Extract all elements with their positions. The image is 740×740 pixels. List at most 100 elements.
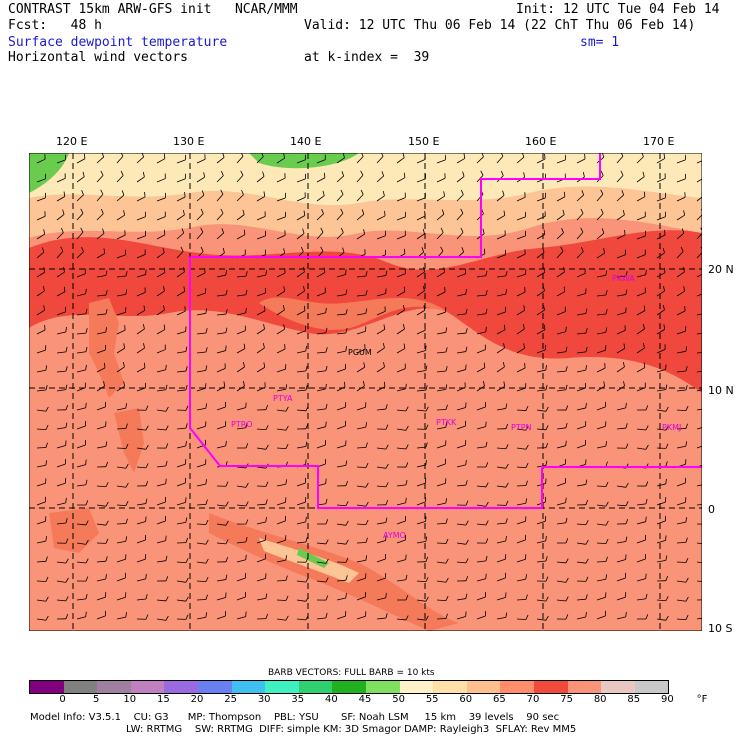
wind-barb-flag [465,308,468,314]
wind-barb [76,561,86,564]
wind-barb [76,369,86,373]
wind-barb [556,445,566,449]
wind-barb [96,578,106,582]
color-bar-label: 15 [157,694,170,705]
wind-barb [476,596,486,601]
wind-barb-flag [125,536,128,542]
wind-barb [676,196,686,202]
wind-barb [196,425,206,430]
wind-barb-flag [225,574,228,580]
wind-barb [196,407,206,411]
wind-barb [676,251,684,259]
wind-barb [576,251,584,259]
wind-barb [636,176,645,183]
wind-barb-flag [643,324,645,330]
wind-barb [56,291,66,297]
wind-barb-flag [625,402,627,408]
wind-barb-flag [205,499,208,505]
wind-barb-flag [403,305,405,311]
wind-barb-flag [403,248,406,254]
wind-barb [636,367,646,373]
wind-barb [396,348,406,354]
station-ptkk: PTKK [436,418,457,427]
wind-barb-flag [445,384,448,390]
wind-barb [676,561,687,563]
wind-barb [616,616,626,620]
wind-barb-flag [405,574,408,580]
wind-barb-flag [85,328,88,334]
wind-barb-flag [445,577,449,583]
wind-barb-flag [165,555,168,561]
wind-barb [356,559,366,563]
wind-barb [636,447,646,450]
wind-barb-flag [261,153,264,157]
wind-barb [656,599,667,602]
wind-barb [596,542,607,545]
wind-barb [516,428,526,431]
wind-barb [96,193,104,202]
wind-barb-flag [165,425,169,431]
wind-barb-flag [283,248,286,254]
field-title-dewpoint: Surface dewpoint temperature [8,35,228,50]
wind-barb-flag [222,247,225,253]
wind-barb-flag [325,383,327,389]
wind-barb-flag [163,229,166,235]
wind-barb [256,216,266,221]
color-bar-label: 55 [425,694,439,705]
wind-barb-flag [625,289,628,295]
color-bar-label: 90 [661,694,674,705]
wind-barb [416,370,426,373]
wind-barb [436,311,446,316]
wind-barb-flag [643,191,646,197]
wind-barb-flag [645,425,649,431]
wind-barb-flag [465,480,468,486]
wind-barb-flag [100,189,104,195]
wind-barb-flag [325,498,328,504]
wind-barb [656,234,666,240]
wind-barb [336,274,346,278]
wind-barb-flag [285,555,287,561]
wind-barb-flag [285,479,288,485]
wind-barb [436,444,446,449]
wind-barb-flag [185,366,188,372]
wind-barb-flag [125,482,129,488]
wind-barb-flag [325,327,328,333]
wind-barb [376,577,386,582]
wind-barb [596,425,606,430]
wind-barb-flag [680,246,684,252]
wind-barb [176,291,185,297]
wind-barb [676,178,686,183]
wind-barb-flag [460,227,464,233]
wind-barb [216,579,226,582]
wind-barb [476,406,486,411]
wind-barb [256,578,266,582]
wind-barb [116,194,125,202]
wind-barb [56,561,66,564]
wind-barb [136,466,146,469]
wind-barb-flag [45,442,48,448]
wind-barb-flag [245,519,249,525]
wind-barb [296,446,306,449]
wind-barb [636,539,646,544]
wind-barb [576,194,584,202]
wind-barb-flag [225,289,228,295]
wind-barb-flag [105,461,109,467]
wind-barb-flag [582,171,585,178]
wind-barb-flag [445,404,448,410]
wind-barb-flag [205,519,209,525]
wind-barb [96,275,106,278]
wind-barb-flag [65,366,68,372]
wind-barb [256,310,266,316]
wind-barb-flag [623,343,626,349]
wind-barb [596,615,606,620]
wind-barb-flag [580,208,584,214]
wind-barb [36,178,46,183]
wind-barb [316,426,326,430]
wind-barb-flag [623,381,625,387]
wind-barb [236,407,246,411]
wind-barb-flag [123,381,125,387]
wind-barb-flag [105,520,109,526]
wind-barb-flag [525,405,529,411]
wind-barb-flag [682,266,685,273]
wind-barb [416,233,425,240]
